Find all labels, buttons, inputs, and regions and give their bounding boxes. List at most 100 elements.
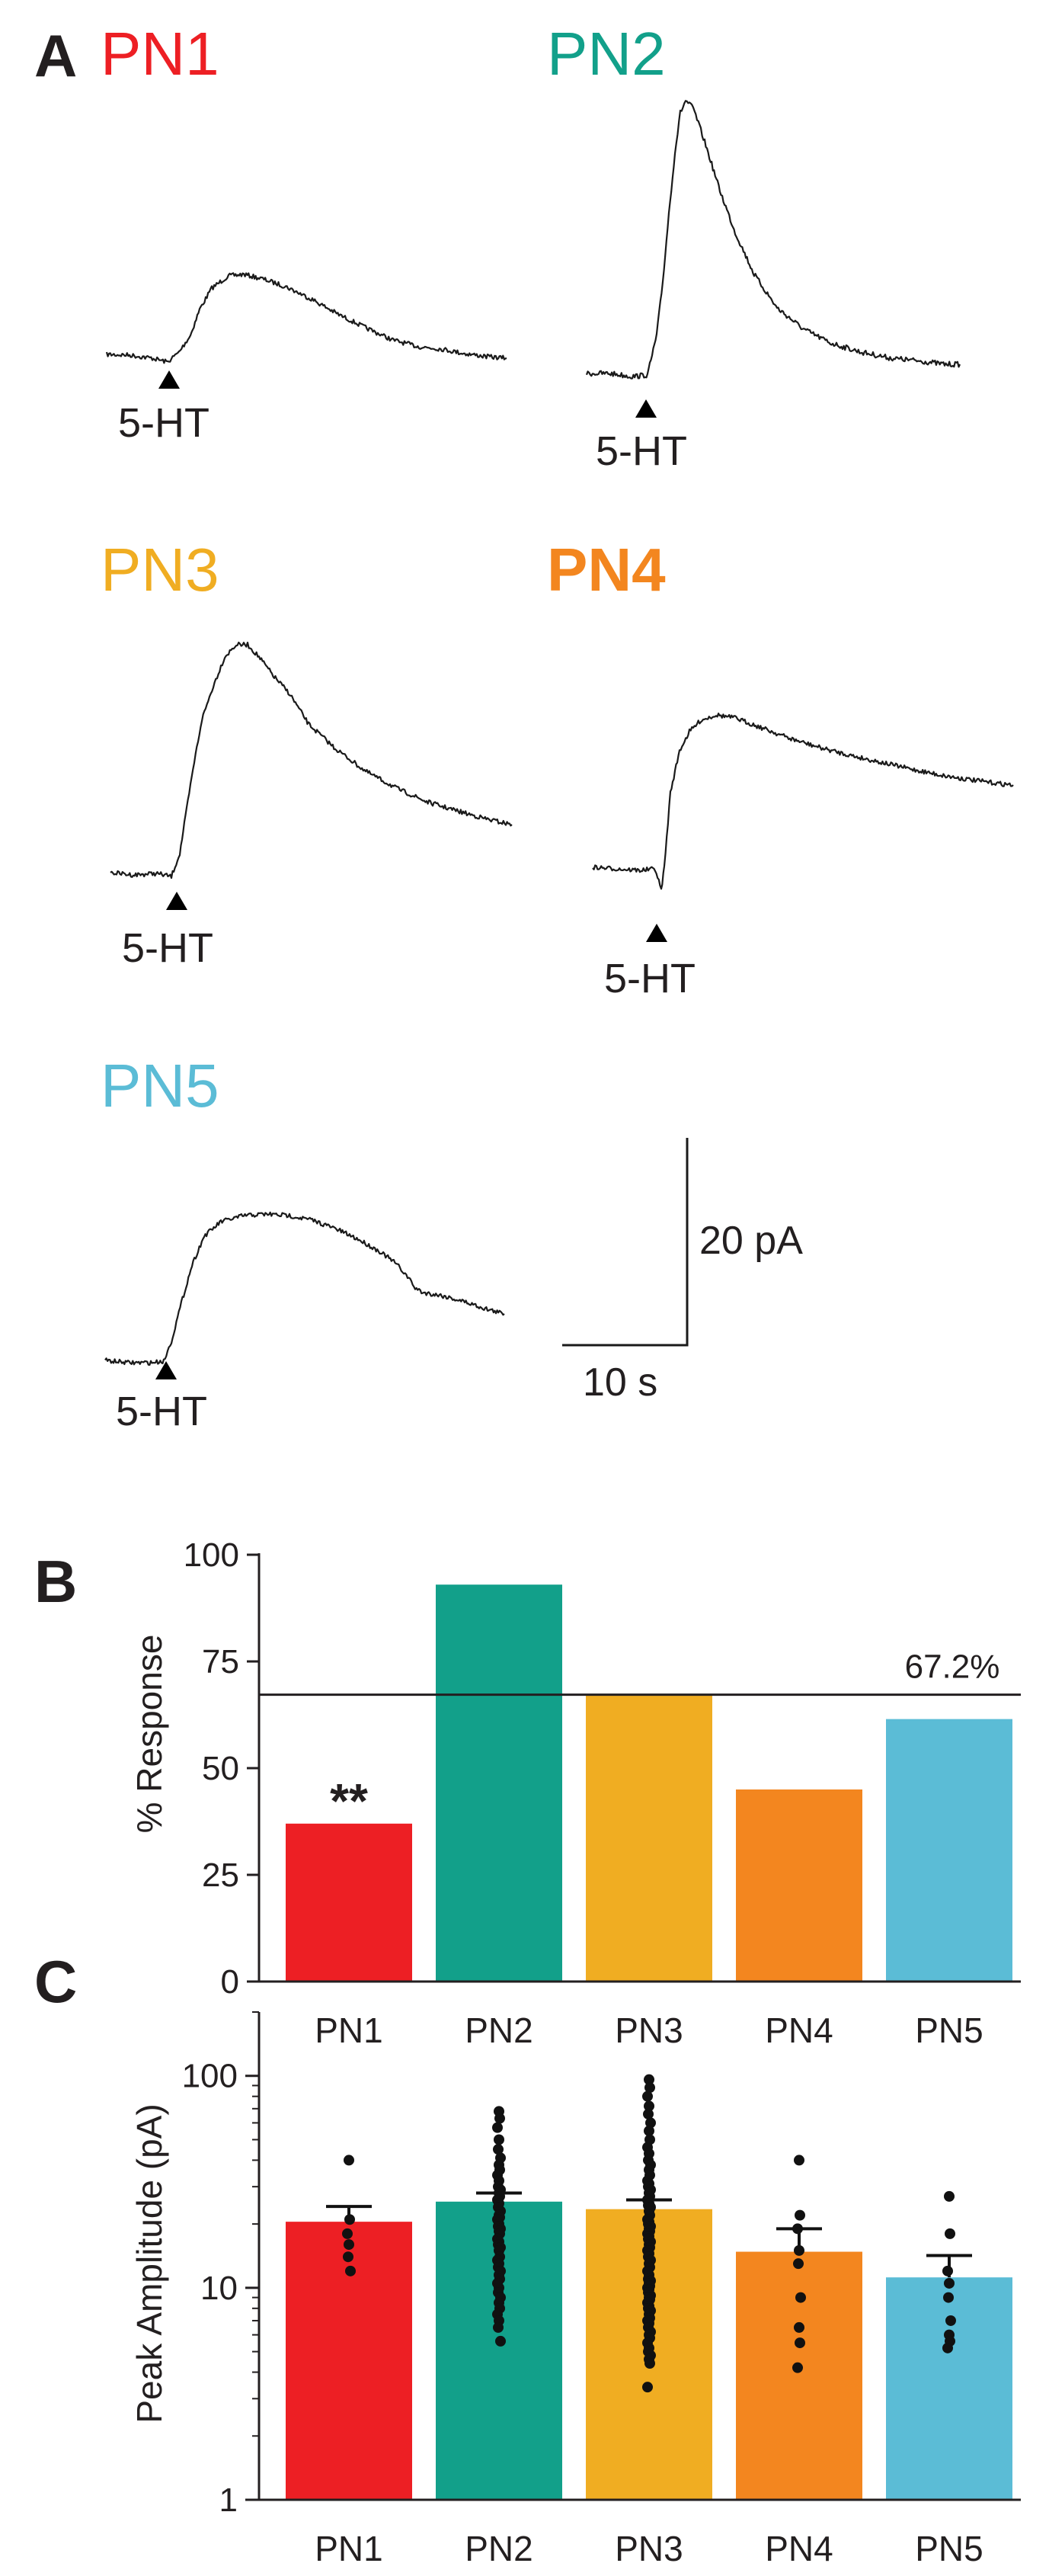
scale-bar-amplitude-label: 20 pA: [699, 1219, 803, 1263]
x-tick-label-pn3: PN3: [615, 2010, 683, 2050]
current-trace-pn4: [592, 713, 1014, 890]
data-point-pn4: [794, 2244, 804, 2256]
bar-pn4: [736, 2251, 862, 2500]
data-point-pn4: [792, 2223, 803, 2235]
data-point-pn5: [942, 2265, 953, 2276]
stimulus-label-pn4: 5-HT: [604, 956, 696, 1001]
stimulus-label-pn2: 5-HT: [596, 428, 687, 474]
stimulus-arrowhead-pn2: [635, 399, 657, 418]
current-trace-pn3: [110, 641, 513, 879]
data-point-pn4: [794, 2155, 804, 2166]
trace-title-pn3: PN3: [101, 536, 219, 604]
significance-annotation: **: [330, 1773, 368, 1828]
x-tick-label-pn2: PN2: [465, 2010, 532, 2050]
y-axis-title-c: Peak Amplitude (pA): [130, 2103, 169, 2423]
data-point-pn4: [792, 2362, 803, 2373]
data-point-pn2: [493, 2321, 504, 2333]
current-trace-pn1: [105, 272, 507, 364]
data-point-pn4: [795, 2209, 805, 2221]
data-point-pn5: [944, 2190, 955, 2202]
panel-letter-c: C: [34, 1948, 77, 2015]
panel-c: C Peak Amplitude (pA) PN1 PN2 PN3 PN4 PN5 1 10…: [34, 1948, 1021, 2568]
data-point-pn5: [945, 2228, 955, 2239]
data-point-pn1: [344, 2239, 354, 2251]
data-point-pn4: [795, 2337, 805, 2349]
stimulus-label-pn5: 5-HT: [116, 1389, 207, 1434]
data-point-pn4: [794, 2321, 804, 2333]
data-point-pn3: [643, 2108, 654, 2119]
data-point-pn3: [642, 2091, 653, 2102]
trace-title-pn2: PN2: [547, 20, 666, 88]
data-point-pn3: [644, 2082, 655, 2094]
bar-pn5: [886, 2277, 1012, 2500]
y-tick-label-b: 50: [202, 1750, 239, 1787]
data-point-pn2: [495, 2335, 506, 2347]
data-point-pn2: [494, 2134, 504, 2145]
data-point-pn5: [945, 2315, 956, 2326]
data-point-pn5: [942, 2342, 953, 2353]
data-point-pn1: [345, 2265, 356, 2276]
y-tick-label-b: 25: [202, 1857, 239, 1894]
stimulus-label-pn3: 5-HT: [122, 925, 213, 971]
data-point-pn1: [342, 2228, 353, 2239]
stimulus-arrowhead-pn5: [155, 1361, 177, 1379]
trace-group-pn2: PN2 5-HT: [547, 20, 961, 474]
trace-group-pn1: PN1 5-HT: [101, 20, 507, 446]
y-tick-label-b: 75: [202, 1643, 239, 1680]
x-tick-label-pn5: PN5: [915, 2010, 983, 2050]
trace-title-pn5: PN5: [101, 1052, 219, 1120]
data-point-pn1: [344, 2214, 355, 2225]
data-point-pn4: [795, 2292, 806, 2303]
data-point-pn5: [944, 2277, 955, 2289]
current-trace-pn2: [585, 100, 961, 380]
bar-pn5: [886, 1719, 1012, 1982]
bar-pn1: [286, 2222, 412, 2500]
y-tick-label-c: 1: [219, 2481, 238, 2519]
x-tick-label-pn1: PN1: [315, 2529, 382, 2568]
bar-pn1: [286, 1823, 412, 1982]
bar-chart-peak-amplitude: PN1 PN2 PN3 PN4 PN5 1 10 100: [182, 2011, 1021, 2568]
panel-letter-b: B: [34, 1548, 77, 1615]
bar-pn4: [736, 1789, 862, 1982]
scale-bar-time-label: 10 s: [583, 1360, 657, 1405]
y-axis-title-b: % Response: [130, 1635, 169, 1834]
current-trace-pn5: [104, 1211, 505, 1366]
data-point-pn3: [644, 2100, 654, 2112]
panel-a: A PN1 5-HT PN2 5-HT PN3 5-HT PN4 5-HT: [34, 20, 1014, 1434]
trace-title-pn1: PN1: [101, 20, 219, 88]
x-tick-label-pn4: PN4: [765, 2529, 833, 2568]
data-point-pn2: [494, 2113, 505, 2124]
reference-line-label: 67.2%: [905, 1648, 1000, 1686]
y-tick-label-c: 100: [182, 2058, 238, 2095]
data-point-pn3: [644, 2358, 655, 2369]
trace-group-pn5: PN5 5-HT: [101, 1052, 505, 1434]
trace-group-pn4: PN4 5-HT: [547, 536, 1014, 1001]
panel-letter-a: A: [34, 22, 77, 89]
bar-pn3: [586, 1695, 712, 1982]
data-point-pn5: [943, 2292, 954, 2303]
data-point-pn4: [793, 2258, 804, 2270]
x-tick-label-pn5: PN5: [915, 2529, 983, 2568]
stimulus-arrowhead-pn4: [646, 924, 667, 942]
y-tick-label-c: 10: [200, 2270, 238, 2307]
data-point-pn1: [343, 2251, 353, 2263]
x-tick-label-pn1: PN1: [315, 2010, 382, 2050]
trace-title-pn4: PN4: [547, 536, 666, 604]
x-tick-label-pn2: PN2: [465, 2529, 532, 2568]
stimulus-label-pn1: 5-HT: [118, 400, 209, 446]
scale-bar-lines: [562, 1138, 689, 1347]
data-point-pn3: [644, 2125, 654, 2136]
y-tick-label-b: 100: [184, 1536, 239, 1574]
stimulus-arrowhead-pn1: [158, 370, 180, 389]
stimulus-arrowhead-pn3: [166, 892, 187, 910]
data-point-pn1: [344, 2155, 354, 2166]
bar-pn2: [436, 1584, 562, 1982]
data-point-pn3: [644, 2074, 654, 2085]
y-tick-label-b: 0: [221, 1963, 239, 2001]
trace-group-pn3: PN3 5-HT: [101, 536, 513, 971]
x-tick-label-pn3: PN3: [615, 2529, 683, 2568]
data-point-pn3: [645, 2117, 656, 2129]
data-point-pn2: [493, 2144, 504, 2155]
bar-chart-percent-response: PN1 PN2 PN3 PN4 PN5 67.2% ** 0 25 50 75 100: [184, 1536, 1021, 2050]
x-tick-label-pn4: PN4: [765, 2010, 833, 2050]
